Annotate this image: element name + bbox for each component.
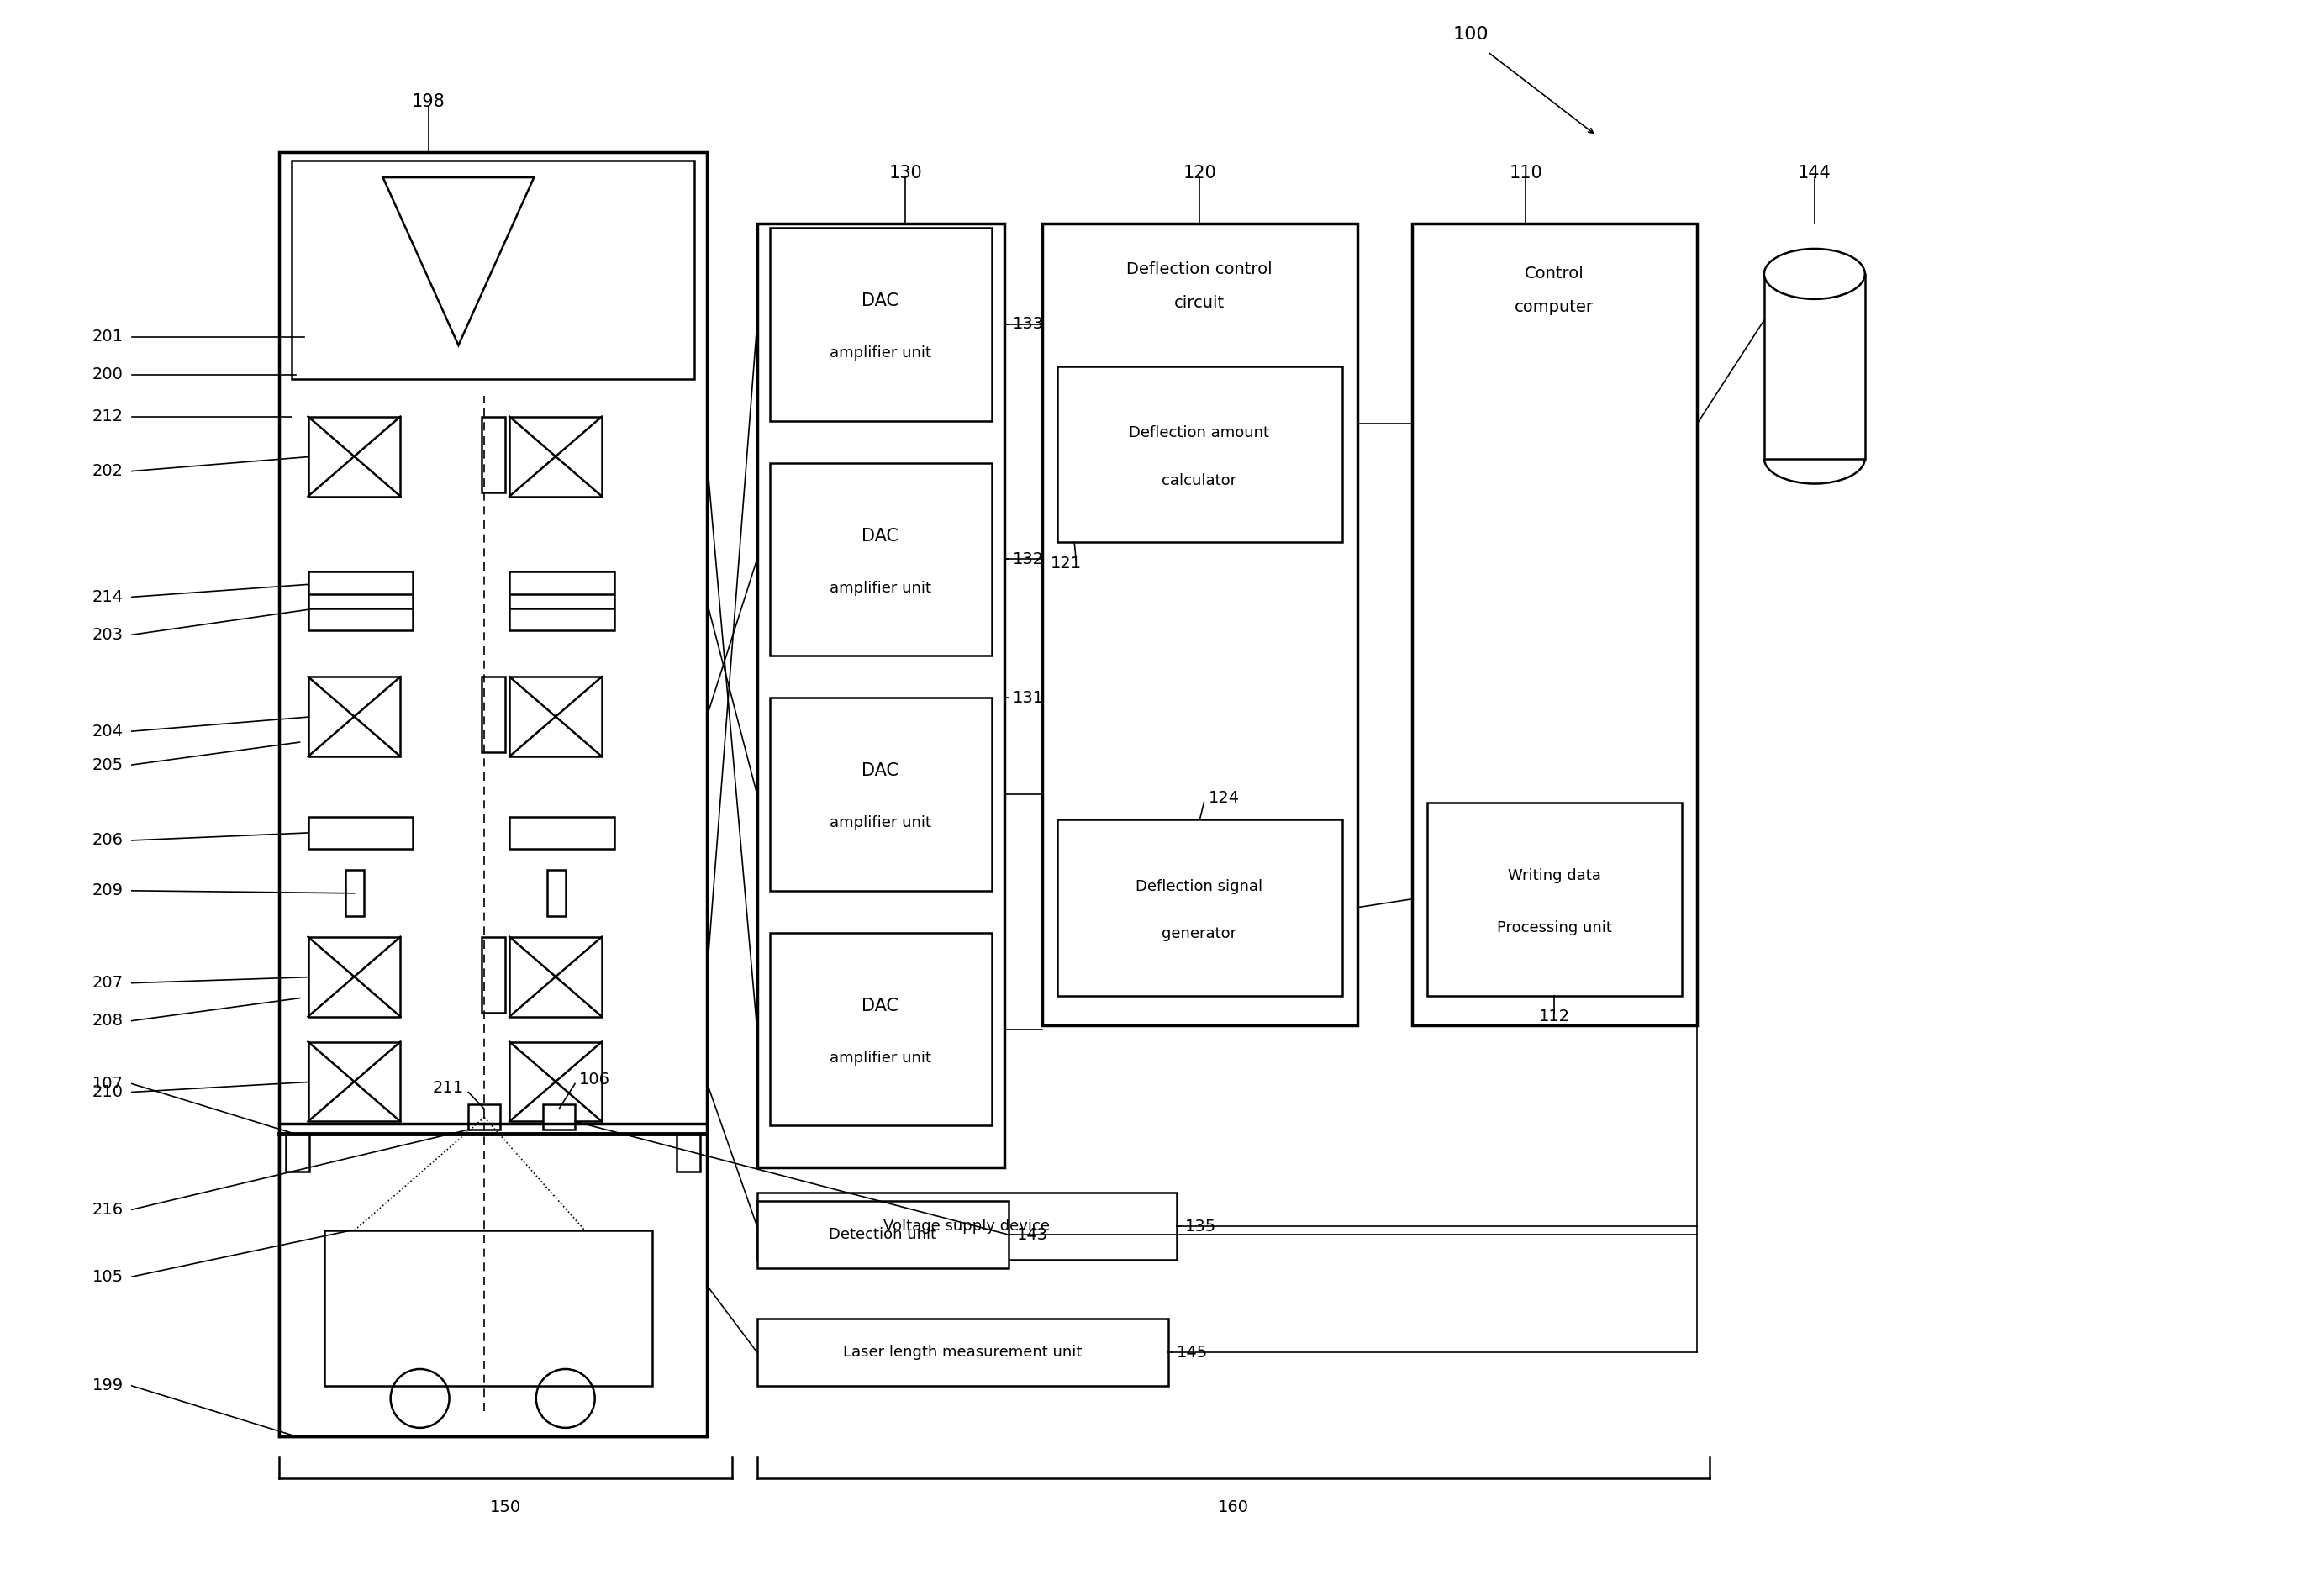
Bar xyxy=(346,869,365,916)
Bar xyxy=(1411,223,1697,1025)
Bar xyxy=(758,1193,1176,1259)
Text: Laser length measurement unit: Laser length measurement unit xyxy=(844,1345,1083,1360)
Text: 145: 145 xyxy=(1176,1345,1208,1360)
Bar xyxy=(1427,803,1683,995)
Text: 131: 131 xyxy=(1013,690,1043,706)
Text: 100: 100 xyxy=(1452,27,1487,43)
Text: 143: 143 xyxy=(1018,1226,1048,1243)
Text: 112: 112 xyxy=(1538,1008,1571,1024)
Text: 199: 199 xyxy=(93,1378,123,1394)
Bar xyxy=(509,676,602,757)
Bar xyxy=(1043,223,1357,1025)
Text: 106: 106 xyxy=(579,1071,611,1087)
Text: 124: 124 xyxy=(1208,790,1239,806)
Text: amplifier unit: amplifier unit xyxy=(830,580,932,596)
Bar xyxy=(279,1134,706,1436)
Text: 204: 204 xyxy=(93,724,123,739)
Text: Deflection signal: Deflection signal xyxy=(1136,878,1262,894)
Text: Control: Control xyxy=(1525,265,1585,281)
Text: 211: 211 xyxy=(432,1079,465,1097)
Bar xyxy=(769,463,992,656)
Bar xyxy=(769,698,992,891)
Text: 160: 160 xyxy=(1218,1499,1248,1515)
Text: 121: 121 xyxy=(1050,556,1083,572)
Bar xyxy=(509,572,614,630)
Text: circuit: circuit xyxy=(1174,295,1225,311)
Text: 133: 133 xyxy=(1013,316,1043,332)
Bar xyxy=(325,1231,653,1386)
Text: 216: 216 xyxy=(93,1202,123,1218)
Bar xyxy=(509,937,602,1016)
Text: computer: computer xyxy=(1515,300,1594,316)
Bar xyxy=(509,817,614,848)
Text: 135: 135 xyxy=(1185,1218,1215,1234)
Bar xyxy=(309,676,400,757)
Text: 202: 202 xyxy=(93,463,123,479)
Bar xyxy=(758,223,1004,1168)
Text: 203: 203 xyxy=(93,627,123,643)
Text: 132: 132 xyxy=(1013,551,1043,567)
Bar xyxy=(309,417,400,496)
Bar xyxy=(481,676,504,752)
Bar xyxy=(758,1201,1009,1269)
Bar xyxy=(1057,367,1341,542)
Text: amplifier unit: amplifier unit xyxy=(830,815,932,831)
Bar xyxy=(1764,273,1864,458)
Bar xyxy=(769,932,992,1125)
Bar xyxy=(481,937,504,1013)
Text: 198: 198 xyxy=(411,93,446,111)
Text: 144: 144 xyxy=(1799,164,1831,182)
Bar xyxy=(769,228,992,420)
Text: 201: 201 xyxy=(93,329,123,344)
Text: Detection unit: Detection unit xyxy=(830,1228,937,1242)
Text: amplifier unit: amplifier unit xyxy=(830,346,932,360)
Text: 200: 200 xyxy=(93,367,123,382)
Bar xyxy=(309,572,414,630)
Text: 130: 130 xyxy=(888,164,923,182)
Bar xyxy=(544,1104,574,1130)
Text: Deflection amount: Deflection amount xyxy=(1129,425,1269,441)
Text: DAC: DAC xyxy=(862,997,899,1014)
Bar xyxy=(290,161,695,379)
Bar xyxy=(469,1104,500,1130)
Bar xyxy=(279,152,706,1436)
Bar xyxy=(509,1041,602,1122)
Text: DAC: DAC xyxy=(862,292,899,310)
Bar xyxy=(309,937,400,1016)
Text: 208: 208 xyxy=(93,1013,123,1029)
Text: Deflection control: Deflection control xyxy=(1127,262,1271,278)
Text: 212: 212 xyxy=(93,409,123,425)
Text: 107: 107 xyxy=(93,1076,123,1092)
Text: 120: 120 xyxy=(1183,164,1215,182)
Text: 150: 150 xyxy=(490,1499,521,1515)
Text: 110: 110 xyxy=(1508,164,1543,182)
Ellipse shape xyxy=(1764,248,1864,299)
Text: 207: 207 xyxy=(93,975,123,991)
Bar xyxy=(546,869,565,916)
Text: 205: 205 xyxy=(93,757,123,773)
Text: 105: 105 xyxy=(93,1269,123,1285)
Bar xyxy=(309,1041,400,1122)
Text: Voltage supply device: Voltage supply device xyxy=(883,1218,1050,1234)
Text: 206: 206 xyxy=(93,833,123,848)
Text: amplifier unit: amplifier unit xyxy=(830,1051,932,1065)
Bar xyxy=(481,417,504,491)
Bar xyxy=(758,1319,1169,1386)
Text: Processing unit: Processing unit xyxy=(1497,921,1613,935)
Bar xyxy=(509,417,602,496)
Bar xyxy=(309,817,414,848)
Bar xyxy=(676,1134,700,1172)
Text: DAC: DAC xyxy=(862,763,899,779)
Text: 210: 210 xyxy=(93,1084,123,1100)
Bar xyxy=(1057,820,1341,995)
Text: 209: 209 xyxy=(93,883,123,899)
Text: Writing data: Writing data xyxy=(1508,869,1601,883)
Text: calculator: calculator xyxy=(1162,472,1236,488)
Text: generator: generator xyxy=(1162,926,1236,942)
Text: DAC: DAC xyxy=(862,528,899,545)
Bar xyxy=(286,1134,309,1172)
Text: 214: 214 xyxy=(93,589,123,605)
